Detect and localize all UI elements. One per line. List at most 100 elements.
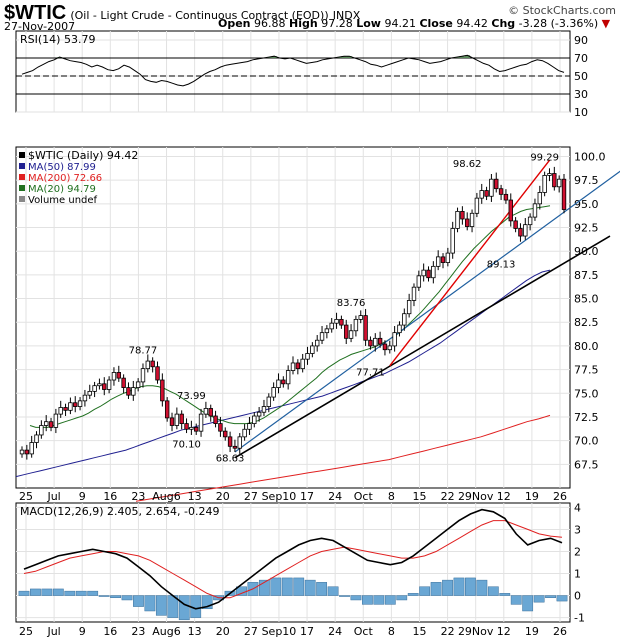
candle-up	[455, 211, 460, 229]
candle-down	[164, 400, 170, 419]
y-tick-label: 90	[574, 34, 588, 47]
rsi-overbought-fill	[459, 56, 465, 58]
legend-swatch	[19, 174, 25, 180]
candle-down	[552, 173, 557, 188]
macd-panel: 4 3 2 1 0 -1 MACD(12,26,9) 2.405, 2.654, -0.24…	[15, 501, 585, 638]
price-annotation: 78.77	[129, 345, 158, 356]
candle-up	[261, 406, 267, 413]
y-tick-label: 75.0	[574, 387, 599, 400]
candle-down	[116, 372, 121, 379]
price-annotation: 70.10	[172, 439, 201, 450]
x-tick-label: 19	[525, 490, 539, 503]
candle-up	[392, 332, 397, 347]
candle-up	[542, 175, 547, 193]
macd-histogram-bar	[30, 588, 41, 596]
candle-up	[29, 442, 34, 455]
x-tick-label: 24	[328, 490, 342, 503]
candle-down	[232, 445, 238, 449]
x-tick-label: 25	[19, 490, 33, 503]
low-value: 94.21	[384, 17, 416, 30]
close-value: 94.42	[456, 17, 488, 30]
candle-up	[43, 421, 49, 426]
candle-down	[377, 337, 383, 345]
macd-histogram-bar	[144, 595, 156, 612]
candle-down	[368, 339, 373, 347]
support-trendline	[234, 235, 611, 459]
x-tick-label: 12	[497, 490, 511, 503]
candle-up	[237, 436, 242, 449]
macd-histogram-bar	[407, 593, 419, 596]
price-annotation: 99.29	[530, 152, 559, 163]
candle-up	[34, 434, 39, 443]
macd-histogram-bar	[545, 595, 556, 599]
x-tick-label: 17	[300, 490, 314, 503]
macd-histogram-bar	[258, 579, 270, 596]
x-tick-label: Sep10	[262, 490, 297, 503]
candle-down	[194, 426, 199, 432]
y-tick-label: 3	[574, 523, 581, 536]
y-tick-label: 72.5	[574, 411, 599, 424]
x-tick-label: 9	[79, 625, 86, 638]
candle-down	[24, 449, 30, 455]
candle-down	[561, 178, 567, 210]
candle-down	[48, 421, 54, 428]
chg-value: -3.28 (-3.36%)	[518, 17, 599, 30]
chg-label: Chg	[491, 17, 516, 30]
candle-up	[290, 362, 296, 371]
rsi-overbought-fill	[346, 56, 353, 58]
x-tick-label: Oct	[354, 490, 374, 503]
candle-down	[518, 228, 523, 237]
exchange-label: INDX	[332, 9, 361, 22]
candle-up	[421, 269, 426, 277]
candle-down	[179, 413, 184, 424]
legend-swatch	[19, 163, 25, 169]
macd-histogram-bar	[18, 590, 30, 596]
macd-frame	[15, 502, 571, 623]
candle-up	[140, 368, 146, 383]
macd-histogram-bar	[327, 586, 339, 596]
macd-histogram-bar	[510, 595, 522, 605]
candle-up	[276, 379, 281, 388]
y-tick-label: 50	[574, 70, 588, 83]
x-tick-label: 20	[216, 625, 230, 638]
candle-down	[63, 407, 68, 411]
y-tick-label: 1	[574, 568, 581, 581]
price-panel: 100.0 97.5 95.0 92.5 90.0 87.5 85.0 82.5 80.0 77.…	[15, 146, 620, 503]
macd-histogram-bar	[270, 577, 282, 596]
candle-up	[131, 387, 136, 396]
candle-up	[285, 370, 291, 385]
x-tick-label: 16	[103, 490, 117, 503]
candle-up	[450, 228, 455, 254]
x-tick-label: 15	[412, 490, 426, 503]
candle-down	[382, 343, 388, 351]
macd-line	[23, 508, 563, 610]
macd-histogram-bar	[98, 595, 110, 597]
candle-up	[411, 286, 417, 301]
candle-down	[73, 402, 78, 407]
candle-up	[58, 407, 63, 415]
candle-up	[431, 265, 436, 279]
x-tick-label: 13	[188, 490, 202, 503]
candle-up	[479, 190, 484, 199]
legend-entry: MA(20) 94.79	[28, 184, 96, 195]
candle-up	[82, 394, 88, 402]
macd-histogram-bar	[121, 595, 133, 601]
legend-entry: Volume undef	[28, 195, 98, 206]
x-tick-label: 27	[244, 625, 258, 638]
x-tick-label: 24	[328, 625, 342, 638]
macd-histogram-bar	[396, 595, 408, 601]
macd-histogram-bar	[465, 577, 476, 596]
rsi-legend-bg	[19, 34, 29, 44]
macd-histogram-bar	[430, 582, 442, 596]
price-annotation: 98.62	[453, 159, 482, 170]
x-tick-label: 26	[553, 625, 567, 638]
legend-entry: MA(50) 87.99	[28, 162, 96, 173]
candle-down	[281, 379, 286, 385]
candle-down	[295, 362, 301, 370]
rsi-overbought-fill	[341, 56, 347, 58]
x-tick-label: 23	[131, 490, 145, 503]
high-value: 97.28	[321, 17, 353, 30]
y-tick-label: 87.5	[574, 269, 599, 282]
candle-up	[348, 330, 354, 339]
x-tick-label: Oct	[354, 625, 374, 638]
